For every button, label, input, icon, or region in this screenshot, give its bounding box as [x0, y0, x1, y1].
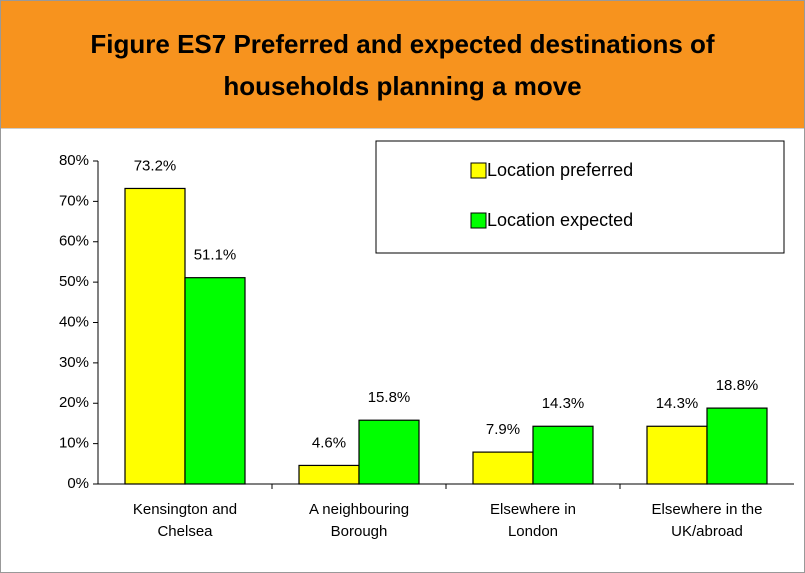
x-tick-label: Elsewhere in the UK/abroad: [651, 501, 763, 540]
data-label: 51.1%: [194, 247, 237, 264]
y-tick-label: 70%: [59, 192, 89, 209]
data-label: 7.9%: [486, 421, 520, 438]
bar: [532, 425, 594, 485]
bar: [472, 451, 534, 485]
y-tick-label: 10%: [59, 435, 89, 452]
data-label: 4.6%: [312, 434, 346, 451]
y-tick-label: 60%: [59, 233, 89, 250]
y-tick-label: 0%: [67, 475, 89, 492]
y-tick-label: 40%: [59, 313, 89, 330]
legend-box: [375, 140, 785, 254]
data-label: 14.3%: [542, 395, 585, 412]
chart-title: Figure ES7 Preferred and expected destin…: [90, 28, 715, 101]
bar: [706, 407, 768, 485]
y-tick-label: 80%: [59, 152, 89, 169]
data-label: 73.2%: [134, 157, 177, 174]
bar: [358, 419, 420, 485]
data-label: 14.3%: [656, 395, 699, 412]
bar: [124, 187, 186, 485]
legend-swatch: [470, 162, 487, 179]
legend-label: Location preferred: [487, 160, 633, 180]
x-tick-label: A neighbouring Borough: [308, 501, 410, 540]
legend: Location preferred Location expected: [375, 140, 785, 254]
bar: [298, 464, 360, 485]
y-tick-label: 20%: [59, 394, 89, 411]
header: Figure ES7 Preferred and expected destin…: [1, 1, 804, 129]
data-label: 18.8%: [716, 377, 759, 394]
bar: [646, 425, 708, 485]
y-tick-label: 30%: [59, 354, 89, 371]
y-tick-label: 50%: [59, 273, 89, 290]
data-label: 15.8%: [368, 389, 411, 406]
legend-label: Location expected: [487, 210, 633, 230]
bar: [184, 277, 246, 485]
x-tick-label: Elsewhere in London: [490, 501, 576, 540]
x-tick-label: Kensington and Chelsea: [132, 501, 238, 540]
legend-swatch: [470, 212, 487, 229]
